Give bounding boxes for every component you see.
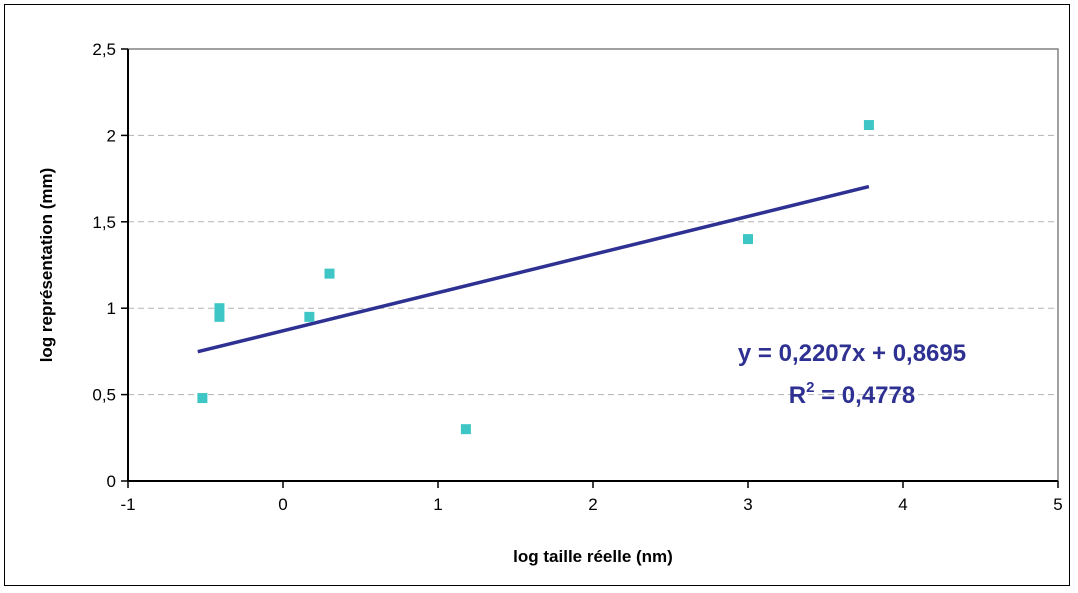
trendline [197, 184, 870, 354]
y-tick-label: 0,5 [92, 386, 116, 405]
trendline-layer [197, 184, 870, 354]
y-tick-label: 2,5 [92, 40, 116, 59]
plot-area [127, 48, 1059, 482]
x-tick-label: 4 [898, 495, 907, 514]
y-tick-label: 1,5 [92, 213, 116, 232]
x-axis-title: log taille réelle (nm) [513, 547, 673, 566]
r-squared-superscript: 2 [806, 379, 814, 396]
x-tick-label: 1 [433, 495, 442, 514]
y-tick-label: 0 [107, 472, 116, 491]
data-point [214, 303, 225, 314]
r-squared-value: = 0,4778 [814, 382, 915, 409]
data-point [197, 393, 208, 404]
gridlines [128, 134, 1058, 396]
x-axis-ticks: -1 0 1 2 3 4 5 [120, 481, 1063, 514]
x-tick-label: 5 [1053, 495, 1062, 514]
x-tick-label: -1 [120, 495, 135, 514]
data-point [304, 311, 315, 322]
data-point [460, 424, 471, 435]
y-axis-ticks: 0 0,5 1 1,5 2 2,5 [92, 40, 128, 491]
data-point [214, 311, 225, 322]
r-squared-prefix: R [789, 382, 806, 409]
y-tick-label: 1 [107, 299, 116, 318]
x-tick-label: 0 [278, 495, 287, 514]
x-tick-label: 2 [588, 495, 597, 514]
data-point [743, 234, 753, 245]
y-axis-title: log représentation (mm) [37, 168, 56, 363]
trendline-equation: y = 0,2207x + 0,8695 [738, 340, 966, 367]
data-point [324, 268, 335, 279]
x-tick-label: 3 [743, 495, 752, 514]
data-point [863, 120, 874, 131]
y-tick-label: 2 [107, 126, 116, 145]
points-layer [197, 120, 874, 435]
r-squared-label: R2 = 0,4778 [789, 379, 915, 409]
